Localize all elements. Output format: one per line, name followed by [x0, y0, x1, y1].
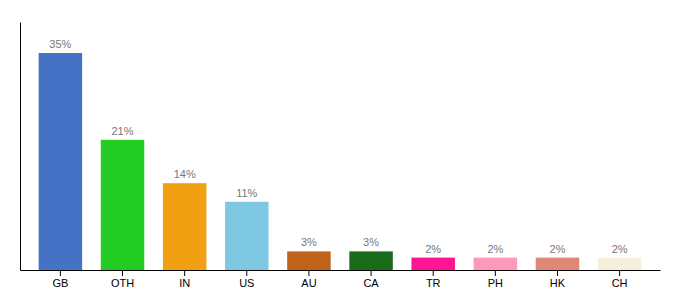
plot-area [39, 53, 642, 270]
data-label: 14% [174, 168, 196, 180]
x-tick-mark [246, 270, 247, 276]
data-labels: 35% 21% 14% 11% 3% 3% 2% 2% 2% 2% [49, 38, 627, 255]
x-tick-label: GB [52, 277, 68, 289]
data-label: 3% [301, 236, 317, 248]
x-tick-mark [433, 270, 434, 276]
data-label: 2% [612, 243, 628, 255]
x-tick-mark [122, 270, 123, 276]
data-label: 3% [363, 236, 379, 248]
x-axis-line [21, 270, 661, 271]
y-axis-line [20, 23, 21, 271]
x-axis: GB OTH IN US AU CA TR PH HK CH [21, 270, 661, 289]
chart-svg: 35% 21% 14% 11% 3% 3% 2% 2% 2% 2% GB OTH IN US AU CA TR P… [0, 0, 680, 300]
x-tick-mark [619, 270, 620, 276]
x-tick: PH [488, 270, 503, 289]
x-tick-label: IN [179, 277, 190, 289]
x-tick-mark [495, 270, 496, 276]
bar [411, 258, 454, 270]
x-tick-label: TR [426, 277, 441, 289]
data-label: 2% [550, 243, 566, 255]
x-tick-mark [308, 270, 309, 276]
y-axis [20, 23, 21, 271]
bar [163, 183, 206, 270]
x-tick: CH [612, 270, 628, 289]
bar [598, 258, 641, 270]
data-label: 35% [49, 38, 71, 50]
chart-container: 35% 21% 14% 11% 3% 3% 2% 2% 2% 2% GB OTH IN US AU CA TR P… [0, 0, 680, 300]
x-tick: AU [301, 270, 316, 289]
x-tick: US [239, 270, 254, 289]
bar [101, 140, 144, 270]
x-tick-label: CH [612, 277, 628, 289]
data-label: 2% [487, 243, 503, 255]
x-tick-label: CA [363, 277, 379, 289]
x-tick-label: AU [301, 277, 316, 289]
x-tick-mark [371, 270, 372, 276]
bar [474, 258, 517, 270]
x-tick: GB [52, 270, 68, 289]
bar [349, 251, 392, 270]
x-tick: HK [550, 270, 566, 289]
bar [536, 258, 579, 270]
x-tick: IN [179, 270, 190, 289]
x-tick-label: PH [488, 277, 503, 289]
data-label: 11% [236, 187, 257, 199]
bar [39, 53, 82, 270]
x-tick-mark [184, 270, 185, 276]
x-tick: TR [426, 270, 441, 289]
bar [287, 251, 330, 270]
x-tick-label: US [239, 277, 254, 289]
x-tick-label: OTH [111, 277, 134, 289]
x-tick: CA [363, 270, 379, 289]
bar [225, 202, 268, 270]
data-label: 21% [112, 125, 134, 137]
data-label: 2% [425, 243, 441, 255]
x-tick-mark [60, 270, 61, 276]
x-tick-label: HK [550, 277, 566, 289]
x-tick: OTH [111, 270, 134, 289]
x-tick-mark [557, 270, 558, 276]
